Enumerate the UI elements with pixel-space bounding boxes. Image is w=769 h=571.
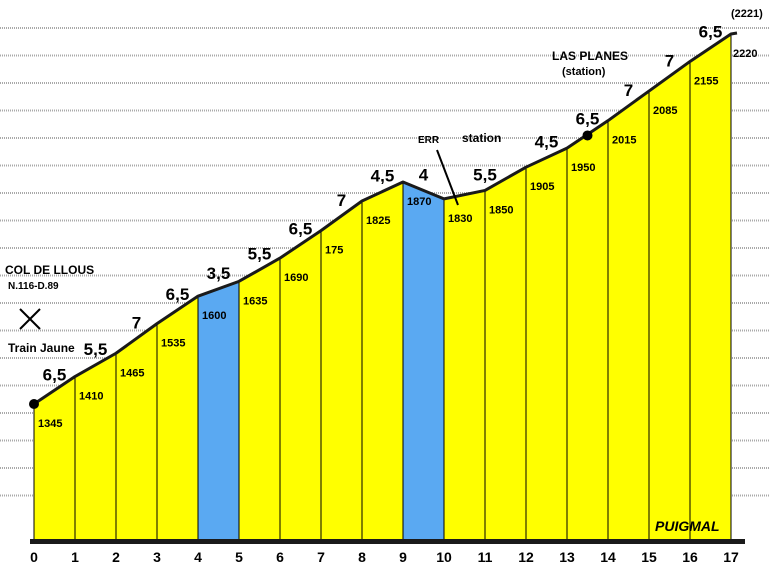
altitude-label: 1465 bbox=[120, 367, 144, 379]
gradient-label: 3,5 bbox=[207, 264, 231, 283]
profile-area bbox=[34, 33, 731, 542]
x-tick-label: 10 bbox=[436, 549, 452, 565]
altitude-label: 1635 bbox=[243, 295, 267, 307]
x-tick-label: 13 bbox=[559, 549, 575, 565]
x-tick-label: 12 bbox=[518, 549, 534, 565]
profile-marker bbox=[29, 399, 39, 409]
col-de-llous-label: COL DE LLOUS bbox=[5, 263, 94, 277]
gradient-label: 5,5 bbox=[473, 165, 497, 184]
road-label: N.116-D.89 bbox=[8, 281, 59, 292]
gradient-label: 7 bbox=[624, 81, 633, 100]
x-tick-label: 2 bbox=[112, 549, 120, 565]
puigmal-label: PUIGMAL bbox=[655, 518, 720, 534]
gradient-label: 6,5 bbox=[576, 109, 600, 128]
altitude-label: 1870 bbox=[407, 196, 431, 208]
gradient-label: 5,5 bbox=[84, 340, 108, 359]
profile-line-path bbox=[33, 31, 738, 406]
x-tick-label: 7 bbox=[317, 549, 325, 565]
altitude-label: 2015 bbox=[612, 135, 636, 147]
gradient-label: 7 bbox=[337, 191, 346, 210]
altitude-label: 1535 bbox=[161, 338, 185, 350]
gradient-label: 6,5 bbox=[43, 365, 67, 384]
x-tick-label: 3 bbox=[153, 549, 161, 565]
altitude-label: 1410 bbox=[79, 391, 103, 403]
gradient-label: 6,5 bbox=[699, 23, 723, 42]
las-planes-station-label: (station) bbox=[562, 66, 606, 78]
altitude-label: 2085 bbox=[653, 105, 677, 117]
gradient-label: 4 bbox=[419, 165, 429, 184]
x-tick-label: 17 bbox=[723, 549, 739, 565]
altitude-label: 2155 bbox=[694, 75, 718, 87]
x-axis: 0 1 2 3 4 5 6 7 8 9 10 11 12 13 14 15 16 17 bbox=[30, 539, 745, 565]
altitude-label: 1600 bbox=[202, 310, 226, 322]
altitude-label: 1850 bbox=[489, 204, 513, 216]
highlight-segment bbox=[198, 281, 239, 541]
profile-marker bbox=[582, 130, 593, 141]
x-tick-label: 11 bbox=[478, 549, 493, 565]
gradient-label: 6,5 bbox=[166, 285, 190, 304]
altitude-label: 175 bbox=[325, 245, 343, 257]
gradient-label: 4,5 bbox=[535, 133, 559, 152]
x-tick-label: 15 bbox=[641, 549, 657, 565]
err-pointer bbox=[436, 149, 459, 206]
x-tick-label: 5 bbox=[235, 549, 243, 565]
altitude-label: 1830 bbox=[448, 213, 472, 225]
gradient-label: 7 bbox=[132, 313, 141, 332]
x-axis-line bbox=[30, 539, 745, 544]
gradient-label: 7 bbox=[665, 51, 674, 70]
altitude-label: 1690 bbox=[284, 272, 308, 284]
profile-line bbox=[29, 31, 738, 409]
altitude-label: 1905 bbox=[530, 181, 554, 193]
x-tick-label: 9 bbox=[399, 549, 407, 565]
x-tick-label: 14 bbox=[600, 549, 616, 565]
err-label: ERR bbox=[418, 135, 440, 146]
gradient-label: 5,5 bbox=[248, 245, 272, 264]
gradient-label: 4,5 bbox=[371, 166, 395, 185]
x-tick-label: 0 bbox=[30, 549, 38, 565]
annotations: COL DE LLOUS N.116-D.89 Train Jaune ERR … bbox=[5, 8, 763, 534]
cross-icon bbox=[19, 308, 41, 330]
altitude-label: 1825 bbox=[366, 215, 390, 227]
summit-label: (2221) bbox=[731, 8, 763, 20]
las-planes-label: LAS PLANES bbox=[552, 49, 628, 63]
x-tick-label: 8 bbox=[358, 549, 366, 565]
x-tick-label: 6 bbox=[276, 549, 284, 565]
x-tick-label: 4 bbox=[194, 549, 202, 565]
altitude-label: 2220 bbox=[733, 48, 757, 60]
data-labels: 1345 1410 1465 1535 1600 1635 1690 175 1825 1870 1… bbox=[38, 23, 757, 430]
altitude-label: 1345 bbox=[38, 418, 62, 430]
x-tick-label: 16 bbox=[682, 549, 698, 565]
x-tick-label: 1 bbox=[71, 549, 79, 565]
highlight-segment bbox=[403, 181, 444, 542]
gradient-label: 6,5 bbox=[289, 219, 313, 238]
km-dividers bbox=[33, 33, 732, 541]
altitude-label: 1950 bbox=[571, 162, 595, 174]
station-label: station bbox=[462, 131, 501, 145]
train-jaune-label: Train Jaune bbox=[8, 341, 75, 355]
